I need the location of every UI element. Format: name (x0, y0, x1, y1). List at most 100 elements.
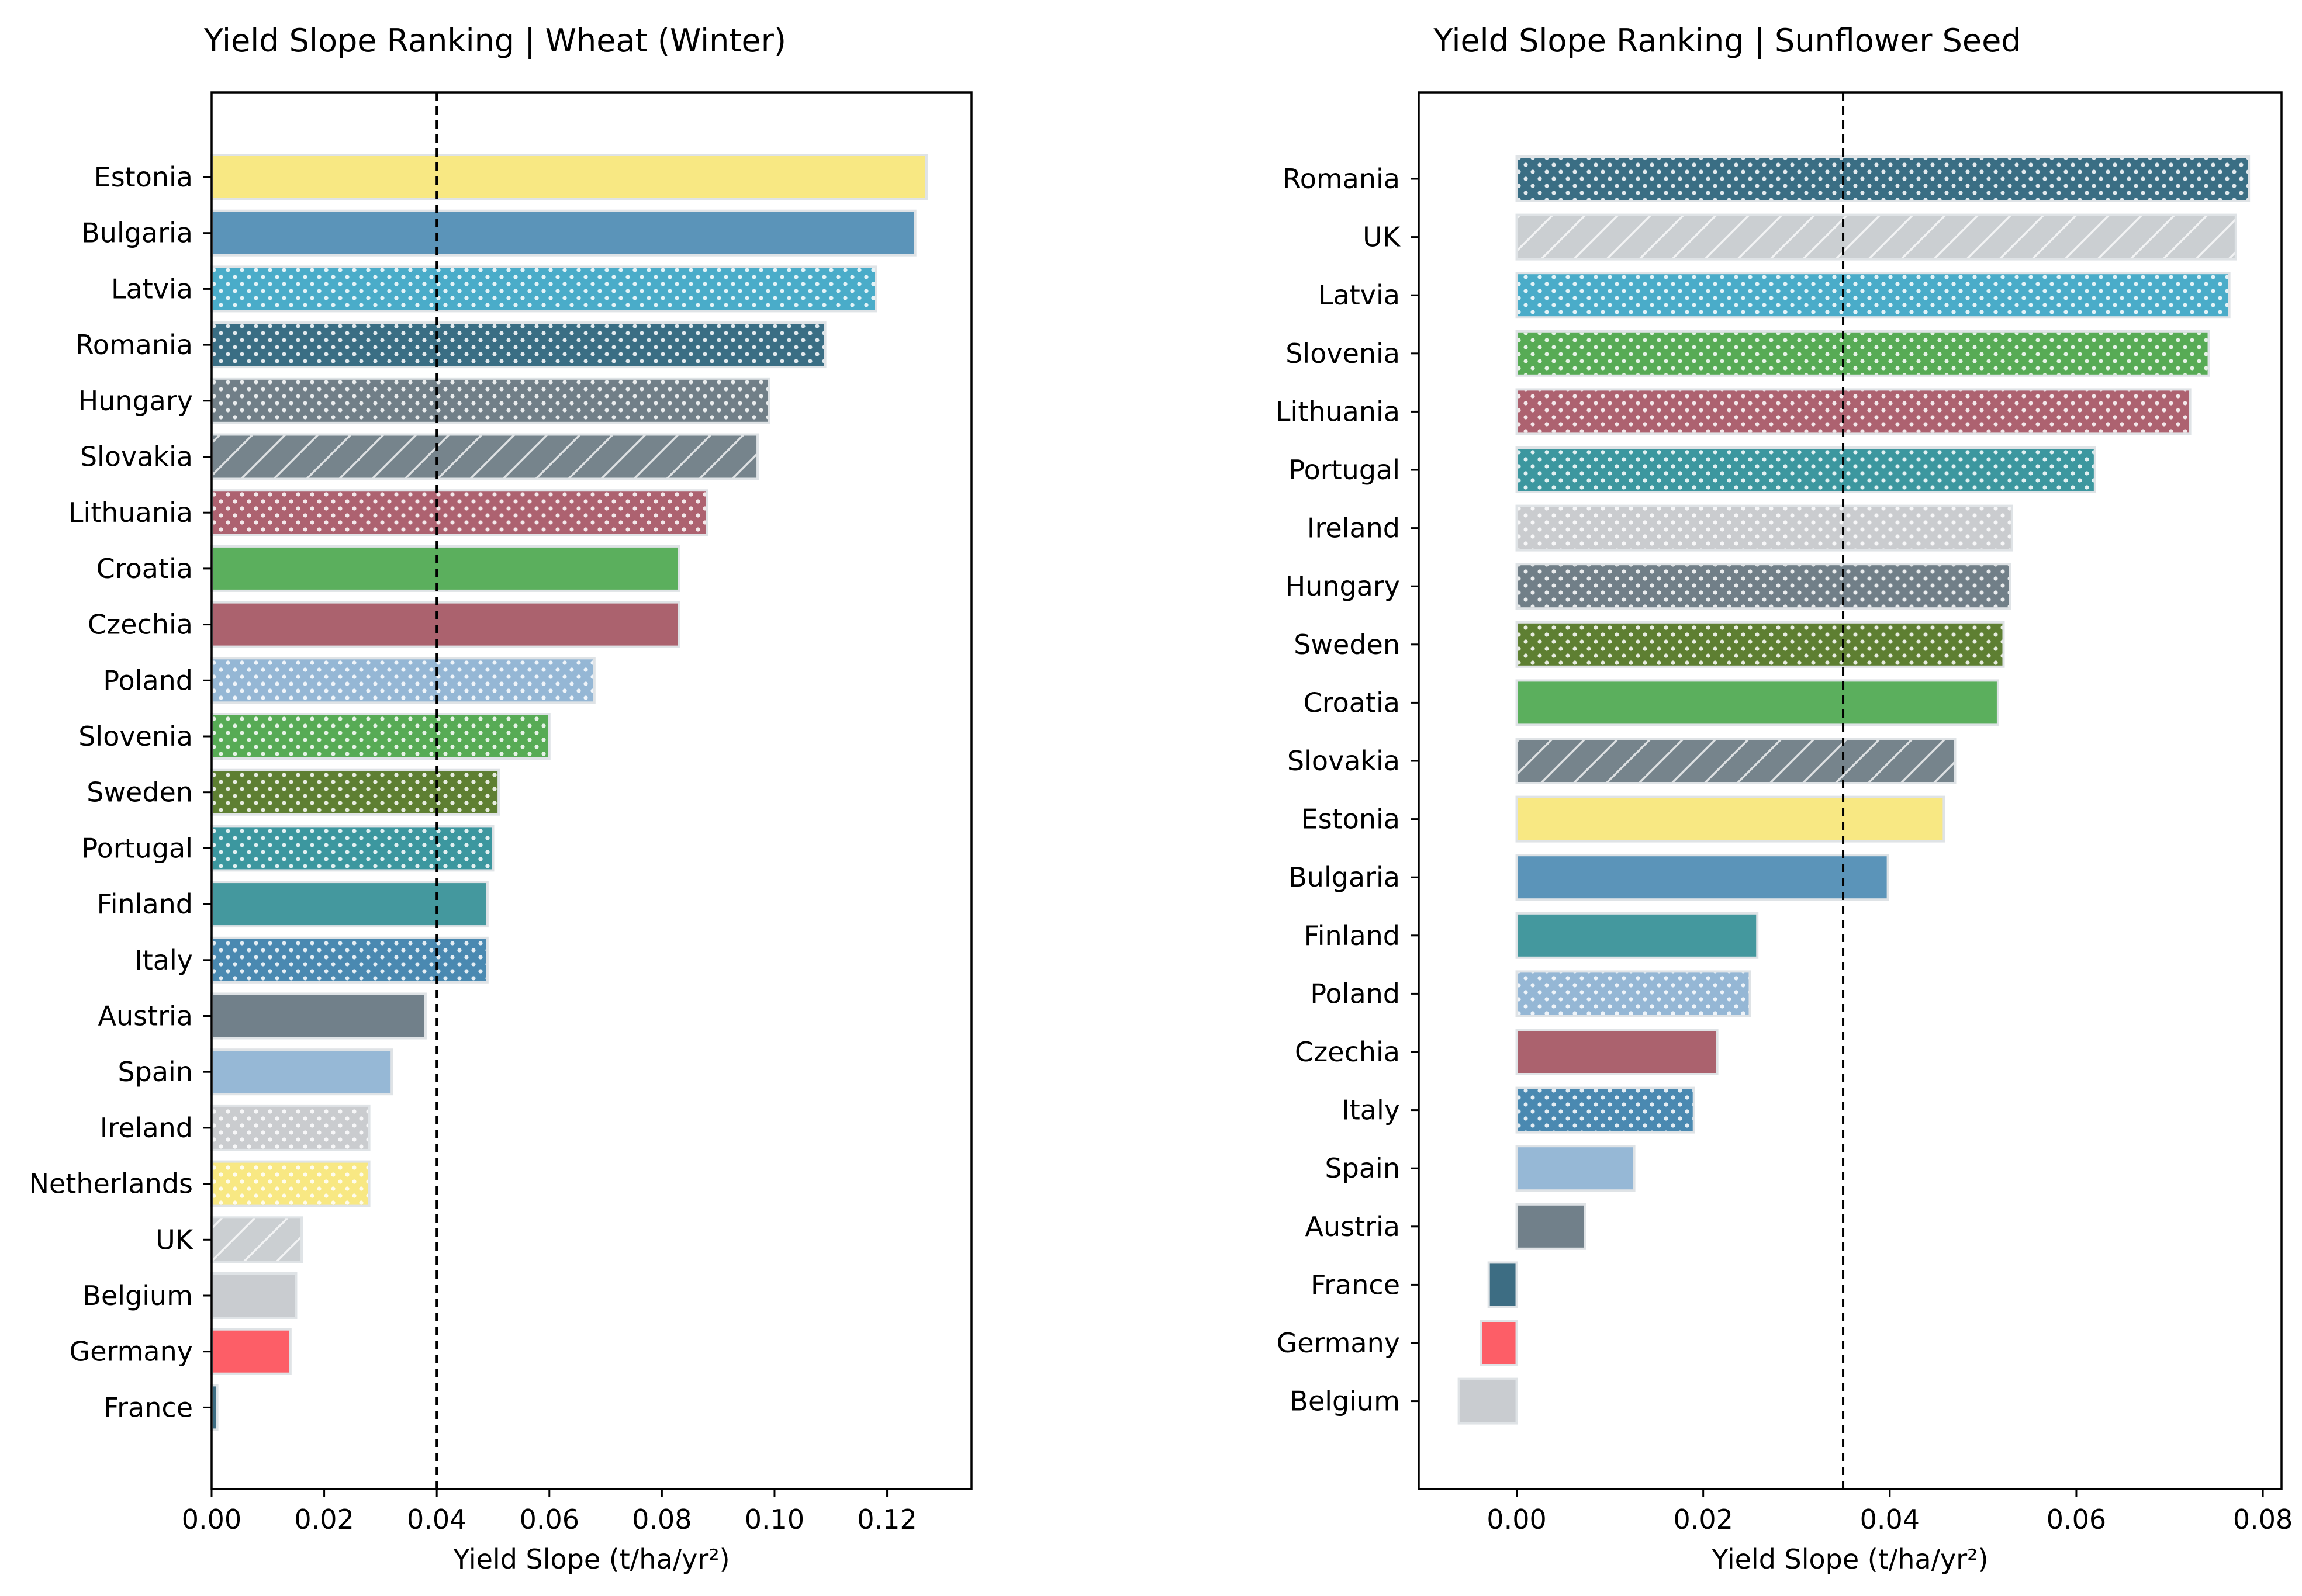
y-tick-label: UK (1363, 221, 1401, 253)
y-tick-label: Austria (98, 1000, 193, 1032)
bar-slovenia (1515, 330, 2210, 377)
bar-romania (210, 321, 827, 369)
bar-ireland (210, 1104, 371, 1151)
bar-latvia (210, 265, 877, 313)
bar-lithuania (1515, 388, 2192, 435)
x-axis-label: Yield Slope (t/ha/yr²) (452, 1543, 730, 1575)
y-tick-label: Austria (1305, 1211, 1400, 1242)
y-tick-label: France (103, 1391, 193, 1423)
bar-estonia (1515, 795, 1945, 843)
bar-slovakia (210, 433, 759, 480)
x-tick-label: 0.08 (632, 1504, 692, 1535)
x-axis-label: Yield Slope (t/ha/yr²) (1711, 1543, 1988, 1575)
bar-uk (1515, 213, 2237, 261)
y-tick-label: Spain (117, 1056, 193, 1088)
x-tick-label: 0.08 (2233, 1504, 2293, 1535)
bar-croatia (210, 545, 680, 592)
y-tick-label: Finland (97, 888, 193, 920)
bar-spain (1515, 1145, 1636, 1192)
x-tick-label: 0.02 (294, 1504, 354, 1535)
y-tick-label: Lithuania (68, 497, 193, 528)
y-tick-label: Netherlands (29, 1168, 193, 1200)
x-tick-label: 0.10 (745, 1504, 804, 1535)
y-tick-label: Slovakia (80, 441, 193, 473)
y-tick-label: Germany (1277, 1327, 1400, 1359)
bar-estonia (210, 154, 928, 200)
bar-poland (1515, 970, 1751, 1017)
y-tick-label: Bulgaria (81, 217, 193, 249)
y-tick-label: UK (155, 1224, 194, 1255)
y-tick-label: Croatia (96, 553, 193, 584)
x-tick-label: 0.06 (2047, 1504, 2106, 1535)
bar-germany (1480, 1320, 1518, 1366)
bar-bulgaria (210, 209, 917, 257)
bar-germany (210, 1328, 292, 1375)
y-tick-label: Finland (1304, 920, 1400, 951)
bar-finland (1515, 912, 1759, 959)
bar-portugal (210, 825, 495, 872)
y-tick-label: Estonia (94, 161, 193, 193)
bar-netherlands (210, 1160, 371, 1207)
y-tick-label: Sweden (1294, 629, 1400, 660)
y-tick-label: Hungary (78, 385, 193, 417)
x-tick-label: 0.00 (182, 1504, 241, 1535)
bar-italy (210, 936, 489, 984)
bar-austria (1515, 1203, 1586, 1250)
y-tick-label: Germany (70, 1336, 193, 1367)
chart-title: Yield Slope Ranking | Wheat (Winter) (203, 22, 786, 59)
y-tick-label: Sweden (87, 777, 193, 808)
plot-frame (1418, 91, 2283, 1490)
y-tick-label: Portugal (1288, 454, 1400, 486)
y-tick-label: Belgium (82, 1280, 193, 1311)
bar-spain (210, 1048, 393, 1096)
sunflower-seed-chart: Yield Slope Ranking | Sunflower Seed Rom… (1276, 22, 2293, 1575)
y-tick-label: Hungary (1285, 570, 1400, 602)
x-tick-label: 0.06 (520, 1504, 579, 1535)
bar-portugal (1515, 446, 2096, 493)
bar-austria (210, 992, 427, 1040)
y-tick-label: Slovakia (1287, 745, 1400, 777)
y-tick-label: France (1311, 1269, 1400, 1300)
bar-sweden (1515, 621, 2005, 668)
y-tick-label: Italy (134, 944, 193, 976)
x-tick-label: 0.12 (857, 1504, 917, 1535)
bar-croatia (1515, 679, 1999, 726)
plot-frame (210, 91, 973, 1490)
bar-sweden (210, 768, 500, 816)
y-tick-label: Poland (103, 664, 193, 696)
x-tick-label: 0.04 (1860, 1504, 1920, 1535)
y-tick-label: Latvia (1318, 279, 1400, 311)
bar-poland (210, 657, 596, 704)
y-tick-label: Lithuania (1276, 396, 1400, 427)
bar-italy (1515, 1086, 1695, 1134)
bar-ireland (1515, 504, 2013, 552)
x-tick-label: 0.02 (1673, 1504, 1733, 1535)
bar-lithuania (210, 489, 708, 536)
x-tick-label: 0.00 (1487, 1504, 1546, 1535)
y-tick-label: Croatia (1304, 687, 1400, 718)
y-tick-label: Slovenia (78, 721, 193, 752)
y-tick-label: Czechia (88, 609, 193, 641)
x-tick-label: 0.04 (407, 1504, 466, 1535)
y-tick-label: Ireland (1307, 513, 1400, 544)
y-tick-label: Estonia (1301, 804, 1400, 835)
bar-belgium (210, 1272, 298, 1319)
y-tick-label: Ireland (100, 1112, 193, 1144)
y-tick-label: Belgium (1290, 1386, 1400, 1417)
y-tick-label: Slovenia (1285, 338, 1400, 369)
bar-slovenia (210, 713, 551, 760)
bar-hungary (210, 377, 770, 424)
y-tick-label: Bulgaria (1288, 861, 1400, 893)
bar-finland (210, 881, 489, 928)
y-tick-label: Latvia (111, 273, 193, 304)
chart-title: Yield Slope Ranking | Sunflower Seed (1433, 22, 2021, 59)
y-tick-label: Romania (1283, 163, 1400, 195)
y-tick-label: Czechia (1295, 1036, 1400, 1068)
y-tick-label: Romania (75, 329, 193, 361)
bar-uk (210, 1216, 303, 1263)
wheat-winter-chart: Yield Slope Ranking | Wheat (Winter) Est… (29, 22, 973, 1575)
bar-czechia (210, 601, 680, 648)
y-tick-label: Spain (1325, 1152, 1400, 1184)
bar-france (1487, 1261, 1518, 1308)
